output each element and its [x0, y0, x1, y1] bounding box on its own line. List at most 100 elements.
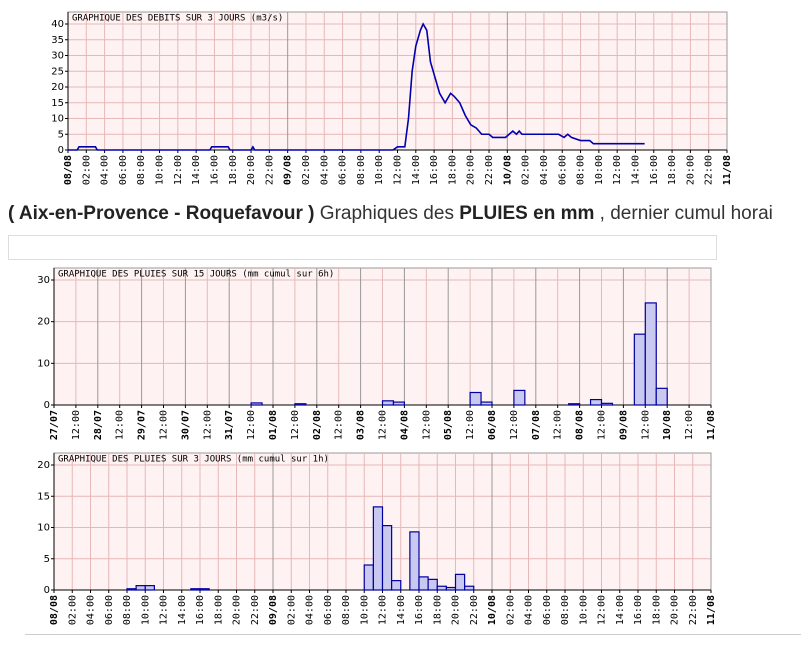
x-tick-label: 22:00 [704, 155, 715, 185]
y-tick-label: 0 [58, 145, 64, 156]
y-tick-label: 35 [51, 35, 64, 46]
bar [144, 585, 155, 591]
x-tick-label: 11/08 [722, 155, 733, 185]
chart-title: GRAPHIQUE DES DEBITS SUR 3 JOURS (m3/s) [72, 14, 283, 24]
x-tick-label: 18:00 [432, 595, 443, 625]
bar [436, 585, 447, 591]
y-tick-label: 15 [51, 98, 64, 109]
x-tick-label: 28/07 [93, 410, 104, 440]
bar [469, 391, 482, 406]
bar [644, 302, 657, 406]
x-tick-label: 22:00 [469, 595, 480, 625]
x-tick-label: 14:00 [396, 595, 407, 625]
x-tick-label: 06/08 [487, 410, 498, 440]
x-tick-label: 09/08 [283, 155, 294, 185]
x-tick-label: 22:00 [264, 155, 275, 185]
x-tick-label: 09/08 [618, 410, 629, 440]
y-tick-label: 10 [51, 114, 64, 125]
x-tick-label: 31/07 [224, 410, 235, 440]
y-tick-label: 0 [44, 400, 50, 411]
x-tick-label: 04:00 [524, 595, 535, 625]
x-tick-label: 12:00 [553, 410, 564, 440]
x-tick-label: 14:00 [615, 595, 626, 625]
x-tick-label: 10:00 [155, 155, 166, 185]
bar [454, 573, 466, 591]
bar [363, 564, 374, 591]
y-tick-label: 20 [37, 460, 50, 471]
bar [589, 398, 603, 406]
x-tick-label: 08/08 [49, 595, 60, 625]
x-tick-label: 14:00 [191, 155, 202, 185]
bar [381, 525, 393, 591]
x-tick-label: 12:00 [159, 410, 170, 440]
x-tick-label: 10/08 [487, 595, 498, 625]
x-tick-label: 08:00 [560, 595, 571, 625]
bar [427, 578, 438, 591]
x-tick-label: 18:00 [228, 155, 239, 185]
x-tick-label: 29/07 [137, 410, 148, 440]
header-text: Graphiques des [319, 203, 454, 224]
x-tick-label: 02:00 [505, 595, 516, 625]
x-tick-label: 11/08 [706, 595, 717, 625]
x-tick-label: 08/08 [575, 410, 586, 440]
bar [418, 576, 429, 591]
y-tick-label: 5 [44, 554, 50, 565]
x-tick-label: 04/08 [399, 410, 410, 440]
x-tick-label: 09/08 [268, 595, 279, 625]
bar [568, 403, 581, 406]
x-tick-label: 10:00 [359, 595, 370, 625]
x-tick-label: 08:00 [576, 155, 587, 185]
bar [391, 580, 402, 591]
bar [294, 403, 307, 406]
y-tick-label: 15 [37, 491, 50, 502]
x-tick-label: 16:00 [209, 155, 220, 185]
x-tick-label: 08:00 [356, 155, 367, 185]
bar [135, 585, 146, 591]
x-tick-label: 08/08 [63, 155, 74, 185]
bar [480, 401, 493, 406]
bar [464, 585, 475, 591]
x-tick-label: 02:00 [301, 155, 312, 185]
x-tick-label: 16:00 [633, 595, 644, 625]
x-tick-label: 16:00 [414, 595, 425, 625]
x-tick-label: 12:00 [421, 410, 432, 440]
bar [655, 387, 668, 406]
x-tick-label: 18:00 [667, 155, 678, 185]
x-tick-label: 12:00 [159, 595, 170, 625]
x-tick-label: 08:00 [341, 595, 352, 625]
x-tick-label: 22:00 [688, 595, 699, 625]
x-tick-label: 12:00 [71, 410, 82, 440]
x-tick-label: 10:00 [374, 155, 385, 185]
y-tick-label: 30 [37, 275, 50, 286]
x-tick-label: 18:00 [213, 595, 224, 625]
x-tick-label: 12:00 [202, 410, 213, 440]
flow-line [68, 22, 645, 151]
x-tick-label: 20:00 [246, 155, 257, 185]
y-tick-label: 30 [51, 51, 64, 62]
bar [513, 389, 526, 406]
bar [392, 401, 406, 406]
x-tick-label: 30/07 [180, 410, 191, 440]
header-text: , dernier cumul horai [599, 203, 773, 224]
x-tick-label: 18:00 [651, 595, 662, 625]
x-tick-label: 04:00 [539, 155, 550, 185]
x-tick-label: 20:00 [685, 155, 696, 185]
x-tick-label: 12:00 [597, 410, 608, 440]
x-tick-label: 04:00 [319, 155, 330, 185]
x-tick-label: 04:00 [86, 595, 97, 625]
x-tick-label: 16:00 [649, 155, 660, 185]
x-tick-label: 22:00 [484, 155, 495, 185]
chart-title: GRAPHIQUE DES PLUIES SUR 3 JOURS (mm cum… [58, 455, 329, 465]
x-tick-label: 20:00 [232, 595, 243, 625]
x-tick-label: 07/08 [531, 410, 542, 440]
chart-title: GRAPHIQUE DES PLUIES SUR 15 JOURS (mm cu… [58, 270, 334, 280]
x-tick-label: 10:00 [140, 595, 151, 625]
x-tick-label: 12:00 [597, 595, 608, 625]
x-tick-label: 27/07 [49, 410, 60, 440]
y-tick-label: 10 [37, 358, 50, 369]
y-tick-label: 40 [51, 19, 64, 30]
separator [25, 634, 801, 635]
x-tick-label: 12:00 [115, 410, 126, 440]
